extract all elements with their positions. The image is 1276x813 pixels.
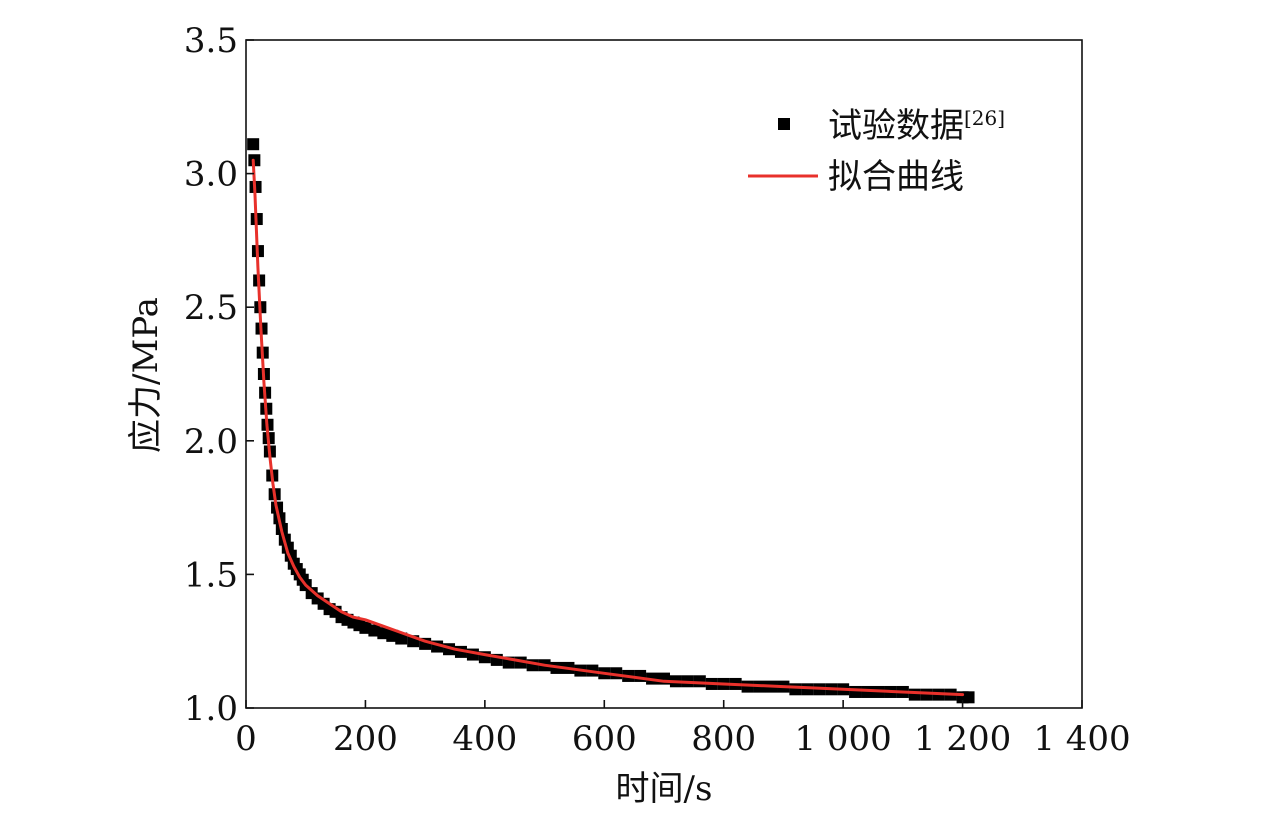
x-tick-label: 0 [235, 719, 257, 759]
legend-label-fit: 拟合曲线 [828, 157, 964, 197]
y-tick-label: 1.5 [184, 555, 238, 595]
x-tick-label: 600 [572, 719, 637, 759]
data-point [849, 685, 862, 698]
legend: 试验数据[26] 拟合曲线 [748, 106, 1005, 197]
legend-scatter-name: 试验数据 [828, 106, 964, 146]
ticks-layer: 0 200 400 600 800 1 000 1 200 1 400 1.0 1.5 2.0 2.5… [184, 21, 1131, 759]
x-tick-label: 1 000 [794, 719, 891, 759]
legend-marker-scatter [778, 118, 790, 130]
x-tick-label: 1 200 [914, 719, 1011, 759]
data-point [789, 683, 802, 696]
data-point [395, 632, 408, 645]
x-axis-title: 时间/s [616, 769, 713, 809]
y-axis-title: 应力/MPa [126, 297, 166, 453]
fit-curve-line [251, 158, 965, 697]
legend-label-scatter: 试验数据[26] [828, 106, 1005, 146]
data-layer [247, 138, 975, 704]
x-tick-label: 200 [333, 719, 398, 759]
y-tick-label: 1.0 [184, 689, 238, 729]
data-point [908, 688, 921, 701]
y-tick-label: 2.5 [184, 288, 238, 328]
data-point [962, 691, 975, 704]
plot-frame [245, 39, 1083, 709]
x-tick-label: 400 [452, 719, 517, 759]
x-tick-label: 1 400 [1033, 719, 1130, 759]
x-tick-label: 800 [691, 719, 756, 759]
data-point [247, 138, 260, 151]
y-tick-label: 2.0 [184, 422, 238, 462]
y-tick-label: 3.5 [184, 21, 238, 61]
legend-scatter-ref: [26] [964, 106, 1005, 130]
y-tick-label: 3.0 [184, 155, 238, 195]
